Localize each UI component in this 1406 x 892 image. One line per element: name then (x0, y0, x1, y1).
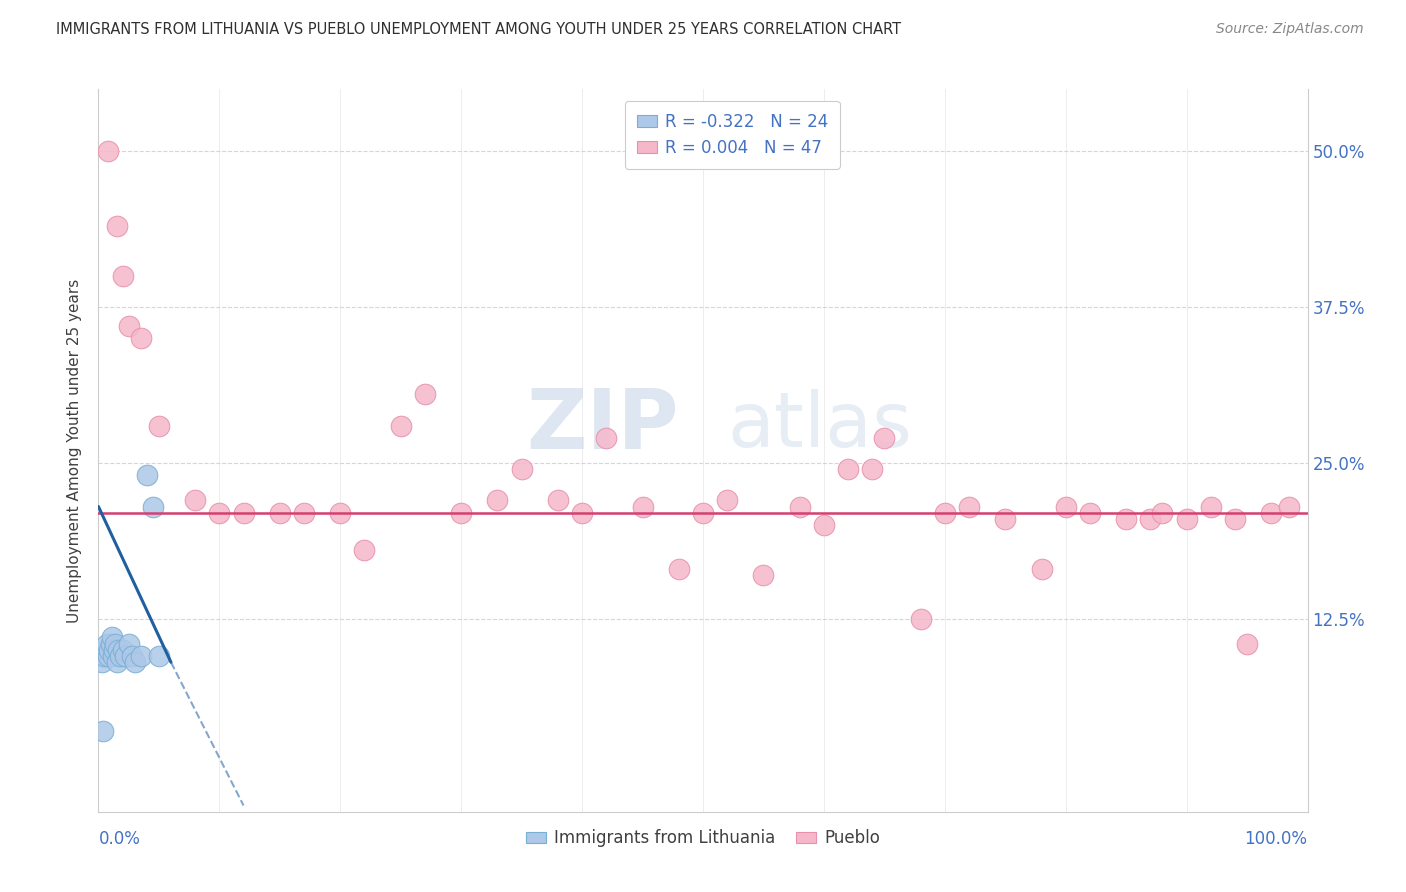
Point (571, 506, 593, 520)
Point (118, 318, 141, 333)
Point (957, 500, 980, 514)
Point (1031, 562, 1053, 576)
Point (121, 648, 143, 663)
Text: atlas: atlas (727, 389, 912, 463)
Point (353, 543, 375, 558)
Text: 100.0%: 100.0% (1244, 830, 1308, 848)
Point (111, 268, 134, 283)
Point (873, 431, 896, 445)
Point (98, 642, 121, 657)
Point (1175, 512, 1198, 526)
Point (100, 630, 122, 644)
Point (692, 506, 714, 520)
Point (97, 145, 120, 159)
Point (1139, 512, 1161, 526)
Text: ZIP: ZIP (526, 385, 679, 466)
Point (1115, 512, 1137, 526)
Point (129, 648, 152, 663)
Point (108, 648, 131, 663)
Point (107, 642, 129, 657)
Point (184, 493, 207, 508)
Point (91, 655, 114, 669)
Point (91, 723, 114, 738)
Point (1278, 500, 1301, 514)
Point (910, 612, 932, 626)
Point (96, 636, 118, 650)
Point (1236, 636, 1258, 650)
Point (1223, 512, 1246, 526)
Point (450, 506, 472, 520)
Point (105, 219, 128, 234)
Point (105, 655, 128, 669)
Point (413, 387, 436, 401)
Point (486, 493, 509, 508)
Point (124, 655, 146, 669)
Text: IMMIGRANTS FROM LITHUANIA VS PUEBLO UNEMPLOYMENT AMONG YOUTH UNDER 25 YEARS CORR: IMMIGRANTS FROM LITHUANIA VS PUEBLO UNEM… (56, 22, 901, 37)
Point (208, 506, 231, 520)
Point (142, 500, 165, 514)
Point (232, 506, 254, 520)
Point (148, 418, 170, 433)
Point (934, 506, 956, 520)
Point (789, 500, 811, 514)
Point (813, 518, 835, 533)
Point (103, 642, 125, 657)
Point (1078, 506, 1101, 520)
Point (104, 636, 127, 650)
Point (860, 462, 883, 476)
Point (1260, 506, 1282, 520)
Point (716, 493, 738, 508)
Point (1199, 500, 1222, 514)
Point (111, 642, 134, 657)
Point (1152, 506, 1174, 520)
Point (631, 500, 654, 514)
Point (292, 506, 315, 520)
Point (668, 562, 690, 576)
Point (994, 512, 1017, 526)
Point (547, 493, 569, 508)
Text: 0.0%: 0.0% (98, 830, 141, 848)
Legend: Immigrants from Lithuania, Pueblo: Immigrants from Lithuania, Pueblo (519, 822, 887, 854)
Point (148, 648, 170, 663)
Point (100, 636, 122, 650)
Point (129, 331, 152, 345)
Point (97, 648, 120, 663)
Point (135, 468, 157, 483)
Point (1054, 500, 1077, 514)
Text: Source: ZipAtlas.com: Source: ZipAtlas.com (1216, 22, 1364, 37)
Point (114, 648, 136, 663)
Y-axis label: Unemployment Among Youth under 25 years: Unemployment Among Youth under 25 years (67, 278, 83, 623)
Point (118, 636, 141, 650)
Point (389, 418, 412, 433)
Point (752, 568, 775, 582)
Point (329, 506, 352, 520)
Point (269, 506, 291, 520)
Point (94, 642, 117, 657)
Point (101, 648, 124, 663)
Point (510, 462, 533, 476)
Point (93, 648, 115, 663)
Point (837, 462, 859, 476)
Point (595, 431, 617, 445)
